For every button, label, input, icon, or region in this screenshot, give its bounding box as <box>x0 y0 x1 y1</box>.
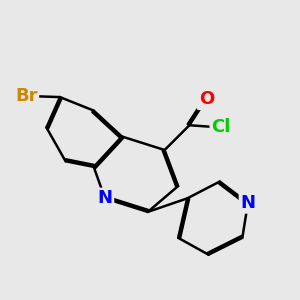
Text: O: O <box>199 90 214 108</box>
Text: N: N <box>240 194 255 212</box>
Text: N: N <box>98 189 112 207</box>
Text: Cl: Cl <box>211 118 231 136</box>
Text: Br: Br <box>15 87 38 105</box>
